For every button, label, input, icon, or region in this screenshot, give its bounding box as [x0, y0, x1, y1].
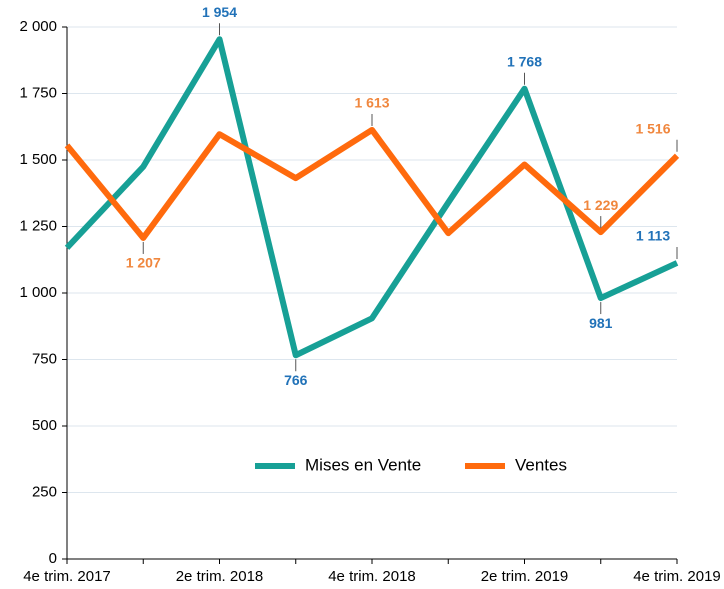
x-tick-label: 4e trim. 2018	[328, 568, 416, 584]
data-label: 1 516	[635, 120, 670, 136]
data-label: 1 768	[507, 53, 542, 69]
y-tick-label: 750	[32, 350, 57, 367]
data-label: 981	[589, 315, 613, 331]
data-label: 766	[284, 372, 308, 388]
data-label: 1 954	[202, 4, 237, 20]
y-tick-label: 1 750	[19, 84, 57, 101]
data-label: 1 229	[583, 197, 618, 213]
data-label: 1 613	[354, 95, 389, 111]
y-tick-label: 1 000	[19, 284, 57, 301]
data-label: 1 113	[636, 228, 670, 244]
data-label: 1 207	[126, 255, 161, 271]
x-tick-label: 2e trim. 2019	[481, 568, 569, 584]
y-tick-label: 1 250	[19, 217, 57, 234]
x-tick-label: 4e trim. 2017	[23, 568, 111, 584]
y-tick-label: 0	[49, 550, 57, 567]
y-tick-label: 2 000	[19, 18, 57, 35]
legend-label: Mises en Vente	[305, 455, 421, 474]
series-line	[64, 36, 679, 359]
y-tick-label: 250	[32, 483, 57, 500]
y-tick-label: 1 500	[19, 151, 57, 168]
legend-label: Ventes	[515, 455, 567, 474]
x-tick-label: 2e trim. 2018	[176, 568, 264, 584]
x-tick-label: 4e trim. 2019	[633, 568, 721, 584]
y-tick-label: 500	[32, 417, 57, 434]
series-line	[64, 126, 680, 241]
